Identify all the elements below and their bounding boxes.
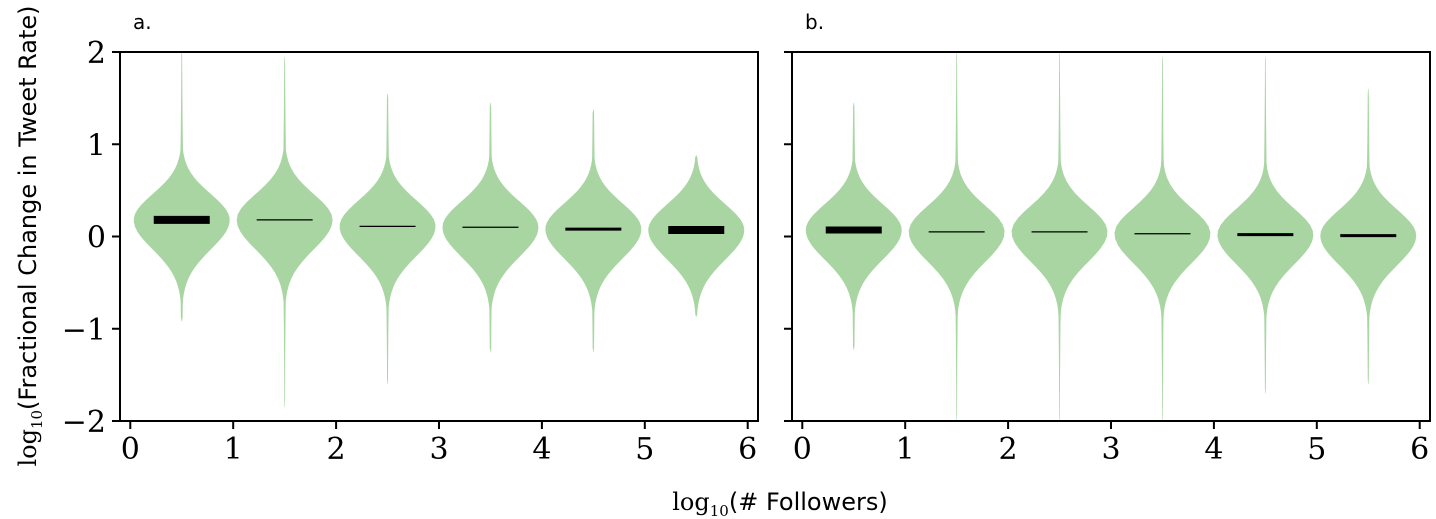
panel-a-ytick-label--2: −2	[62, 405, 106, 440]
panel-a-xtick-label-5: 5	[635, 432, 654, 467]
panel-a-xtick-label-4: 4	[532, 432, 551, 467]
panel-a-xtick-label-2: 2	[327, 432, 346, 467]
x-axis-label: log10(# Followers)	[672, 488, 887, 519]
panel-a-label: a.	[133, 10, 152, 34]
panel-b-label: b.	[805, 10, 824, 34]
panel-b-violin-4	[1114, 56, 1211, 422]
panel-a-ytick-label-0: 0	[87, 221, 106, 256]
panel-a: 0 1 2 3 4 5 6 −2 −1 0 1 2	[62, 36, 759, 467]
panel-b-xtick-label-5: 5	[1307, 432, 1326, 467]
panel-a-violin-1	[133, 52, 230, 322]
panel-b: 0 1 2 3 4 5 6	[784, 51, 1431, 467]
panel-b-xtick-label-0: 0	[793, 432, 812, 467]
panel-a-xtick-label-6: 6	[738, 432, 757, 467]
panel-b-xtick-label-1: 1	[896, 432, 915, 467]
panel-b-violin-3	[1011, 52, 1108, 421]
panel-a-violin-2	[236, 56, 333, 408]
panel-a-xtick-label-0: 0	[121, 432, 140, 467]
panel-a-violin-6	[648, 155, 745, 317]
panel-b-violin-5	[1217, 56, 1314, 394]
panel-b-xtick-label-3: 3	[1101, 432, 1120, 467]
panel-a-ytick-label-2: 2	[87, 36, 106, 71]
panel-b-violin-1	[805, 102, 902, 350]
panel-a-violin-3	[339, 93, 436, 385]
y-axis-label: log10(Fractional Change in Tweet Rate)	[14, 5, 46, 466]
panel-b-xtick-label-6: 6	[1410, 432, 1429, 467]
panel-b-xtick-label-2: 2	[999, 432, 1018, 467]
panel-a-ytick-label--1: −1	[62, 313, 106, 348]
panel-a-xtick-label-1: 1	[224, 432, 243, 467]
panel-a-xtick-label-3: 3	[429, 432, 448, 467]
panel-b-xtick-label-4: 4	[1204, 432, 1223, 467]
panel-a-ytick-label-1: 1	[87, 128, 106, 163]
panel-b-violin-2	[908, 52, 1005, 421]
